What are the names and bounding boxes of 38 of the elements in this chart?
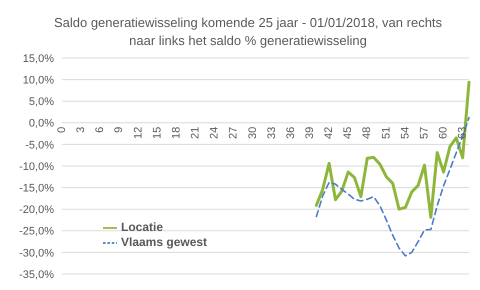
x-tick-label: 3 bbox=[75, 126, 88, 133]
chart-title: Saldo generatiewisseling komende 25 jaar - 01/01/2018, van rechts naar links het saldo % generatiewisseling bbox=[52, 14, 444, 50]
line-series bbox=[316, 116, 470, 257]
x-tick-label: 42 bbox=[323, 126, 336, 140]
y-tick-label: -35,0% bbox=[19, 268, 54, 281]
y-tick-label: 0,0% bbox=[28, 118, 54, 130]
y-tick-label: -5,0% bbox=[25, 139, 54, 152]
x-tick-label: 15 bbox=[151, 126, 164, 140]
x-tick-label: 51 bbox=[380, 126, 392, 140]
x-tick-label: 60 bbox=[438, 126, 450, 140]
y-tick-label: -30,0% bbox=[19, 247, 54, 260]
x-tick-label: 27 bbox=[228, 126, 240, 140]
legend-label: Vlaams gewest bbox=[121, 235, 208, 249]
y-tick-label: -25,0% bbox=[19, 226, 54, 238]
legend-label: Locatie bbox=[121, 220, 164, 234]
y-tick-label: -15,0% bbox=[19, 182, 54, 195]
y-tick-label: -20,0% bbox=[19, 204, 54, 216]
x-tick-label: 48 bbox=[361, 126, 374, 140]
x-tick-label: 36 bbox=[284, 126, 297, 140]
x-tick-label: 45 bbox=[342, 126, 354, 140]
x-tick-label: 18 bbox=[170, 126, 182, 140]
x-tick-label: 9 bbox=[113, 126, 126, 133]
y-tick-label: 15,0% bbox=[22, 52, 54, 65]
x-tick-label: 6 bbox=[94, 126, 106, 133]
y-tick-label: 5,0% bbox=[28, 96, 54, 108]
x-tick-label: 24 bbox=[208, 126, 221, 140]
x-tick-label: 39 bbox=[304, 126, 316, 140]
y-tick-label: 10,0% bbox=[22, 74, 54, 87]
x-tick-label: 33 bbox=[266, 126, 278, 140]
x-tick-label: 54 bbox=[399, 126, 412, 140]
y-tick-label: -10,0% bbox=[19, 160, 54, 173]
x-tick-label: 57 bbox=[418, 126, 430, 140]
x-tick-label: 63 bbox=[456, 126, 469, 140]
x-tick-label: 30 bbox=[246, 126, 259, 140]
x-tick-label: 21 bbox=[190, 126, 202, 140]
x-tick-label: 12 bbox=[132, 126, 144, 140]
line-series bbox=[314, 80, 470, 219]
x-tick-label: 0 bbox=[56, 126, 68, 133]
